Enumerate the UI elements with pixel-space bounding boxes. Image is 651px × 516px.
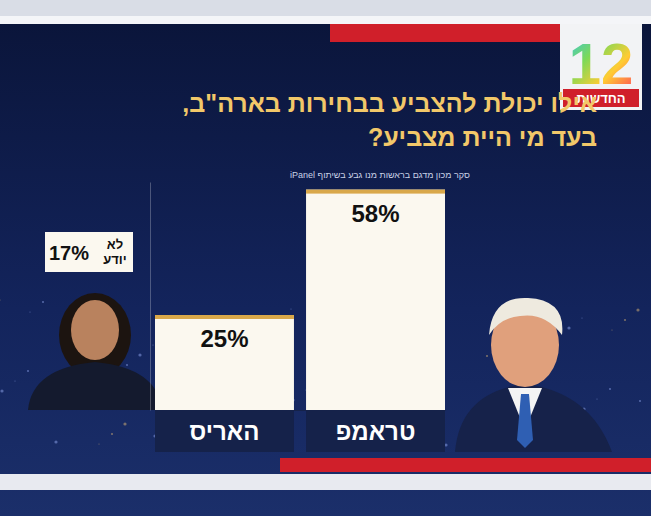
category-boxes	[155, 410, 445, 452]
portrait-body	[455, 384, 612, 452]
city-light	[27, 370, 29, 372]
annotation-text: לאיודע	[103, 237, 126, 267]
city-light	[14, 380, 15, 381]
portrait-face	[71, 300, 119, 360]
title: בעד מי היית מצביע?	[368, 123, 597, 151]
city-light	[29, 311, 30, 312]
y-axis	[150, 183, 151, 411]
city-light	[581, 317, 582, 318]
title-group: אילו יכולת להצביע בבחירות בארה"ב, בעד מי …	[182, 89, 597, 151]
logo-number: 12	[569, 31, 634, 96]
top-frame-light	[0, 16, 651, 24]
bar-cap	[155, 315, 294, 319]
city-light	[0, 299, 1, 300]
top-red-band	[330, 24, 560, 42]
bar	[306, 190, 445, 410]
data-label: 58%	[351, 200, 399, 227]
data-labels: 58% 25%	[200, 200, 399, 352]
city-light	[123, 422, 126, 425]
annotation-value: 17%	[49, 242, 89, 264]
bar-cap	[306, 190, 445, 194]
x-tick-label: טראמפ	[336, 418, 416, 445]
city-light	[98, 443, 99, 444]
annotations: 17% לאיודע	[45, 232, 133, 272]
city-light	[611, 329, 612, 330]
category-box	[155, 410, 294, 452]
title: אילו יכולת להצביע בבחירות בארה"ב,	[182, 89, 597, 117]
city-light	[624, 319, 626, 321]
annotation-text-line: יודע	[103, 252, 126, 267]
chart-root: 12החדשותאילו יכולת להצביע בבחירות בארה"ב…	[0, 0, 651, 516]
city-light	[111, 433, 113, 435]
x-axis: טראמפ האריס	[156, 410, 446, 445]
city-light	[126, 364, 128, 366]
x-axis-line	[156, 410, 446, 411]
x-tick: טראמפ	[336, 410, 416, 445]
y-axis-line	[150, 183, 151, 411]
portrait-hair	[489, 298, 562, 335]
annotation-text-line: לא	[107, 237, 123, 252]
portrait-body	[28, 362, 162, 410]
city-light	[567, 326, 570, 329]
city-light	[596, 398, 597, 399]
city-light	[290, 308, 291, 309]
x-tick: האריס	[190, 410, 260, 445]
bottom-frame	[0, 474, 651, 490]
category-box	[306, 410, 445, 452]
city-light	[636, 308, 639, 311]
bar	[155, 315, 294, 410]
bars	[155, 190, 445, 410]
top-frame	[0, 0, 651, 16]
city-light	[138, 353, 141, 356]
bottom-red-band	[280, 458, 651, 472]
background	[0, 0, 651, 516]
portrait-tie	[517, 394, 533, 448]
city-light	[486, 355, 488, 357]
city-light	[54, 440, 57, 443]
city-light	[609, 388, 611, 390]
data-label: 25%	[200, 325, 248, 352]
city-light	[42, 301, 44, 303]
city-light	[0, 389, 3, 392]
subtitle: סקר מכון מדגם בראשות מנו גבע בשיתוף iPan…	[290, 170, 470, 180]
city-light	[152, 344, 153, 345]
city-light	[639, 400, 641, 402]
x-tick-label: האריס	[190, 418, 260, 445]
annotation-box	[45, 232, 133, 272]
